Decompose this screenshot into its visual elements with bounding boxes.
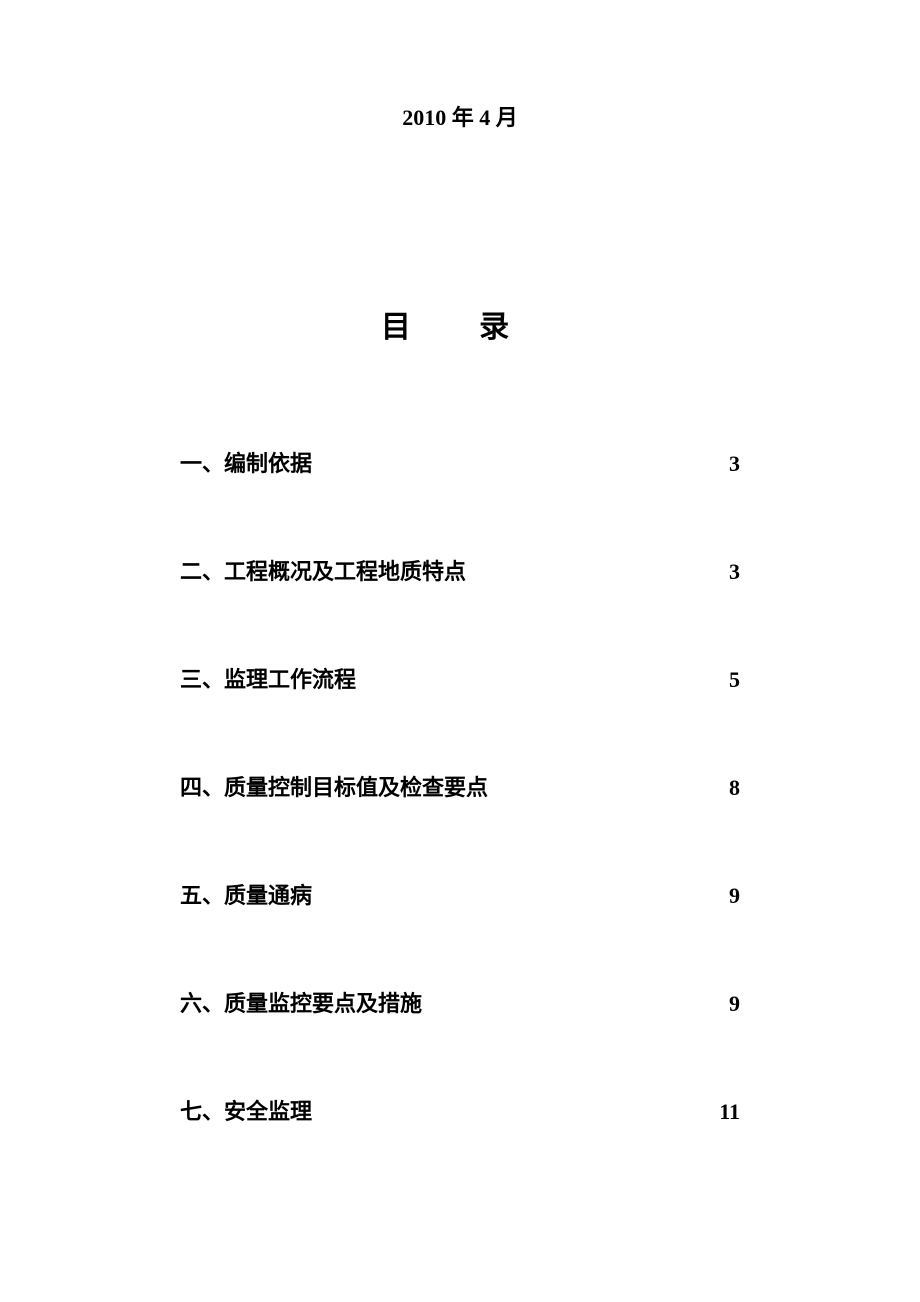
toc-item-page: 9 [729, 883, 740, 909]
toc-item-page: 9 [729, 991, 740, 1017]
toc-item: 七、安全监理 11 [180, 1094, 740, 1126]
toc-item-title: 三、监理工作流程 [180, 662, 356, 694]
toc-item-page: 3 [729, 451, 740, 477]
toc-item-page: 11 [719, 1099, 740, 1125]
toc-item-title: 二、工程概况及工程地质特点 [180, 554, 466, 586]
toc-item: 一、编制依据 3 [180, 446, 740, 478]
toc-item-page: 3 [729, 559, 740, 585]
toc-item-title: 一、编制依据 [180, 446, 312, 478]
date-header: 2010 年 4 月 [180, 100, 740, 132]
toc-item-page: 8 [729, 775, 740, 801]
toc-item-page: 5 [729, 667, 740, 693]
toc-item-title: 七、安全监理 [180, 1094, 312, 1126]
toc-item: 六、质量监控要点及措施 9 [180, 986, 740, 1018]
toc-item-title: 六、质量监控要点及措施 [180, 986, 422, 1018]
toc-item-title: 五、质量通病 [180, 878, 312, 910]
document-page: 2010 年 4 月 目 录 一、编制依据 3 二、工程概况及工程地质特点 3 … [0, 0, 920, 1302]
toc-item: 五、质量通病 9 [180, 878, 740, 910]
toc-item: 三、监理工作流程 5 [180, 662, 740, 694]
toc-item: 二、工程概况及工程地质特点 3 [180, 554, 740, 586]
toc-item-title: 四、质量控制目标值及检查要点 [180, 770, 488, 802]
toc-list: 一、编制依据 3 二、工程概况及工程地质特点 3 三、监理工作流程 5 四、质量… [180, 446, 740, 1126]
toc-item: 四、质量控制目标值及检查要点 8 [180, 770, 740, 802]
toc-title: 目 录 [180, 302, 740, 346]
